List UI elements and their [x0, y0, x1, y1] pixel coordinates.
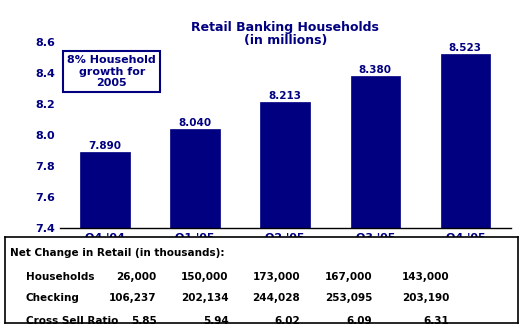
Text: 5.94: 5.94	[203, 317, 228, 325]
Bar	[441, 54, 490, 325]
Text: (in millions): (in millions)	[243, 34, 327, 47]
Text: 253,095: 253,095	[325, 293, 372, 303]
Text: 8.523: 8.523	[449, 43, 482, 53]
Text: 8.040: 8.040	[179, 118, 212, 128]
Text: 26,000: 26,000	[116, 272, 157, 282]
Text: Net Change in Retail (in thousands):: Net Change in Retail (in thousands):	[10, 248, 225, 258]
Text: Retail Banking Households: Retail Banking Households	[191, 21, 379, 34]
Text: 8.213: 8.213	[269, 91, 302, 101]
Text: 203,190: 203,190	[402, 293, 449, 303]
Bar	[80, 152, 130, 325]
Bar	[260, 102, 310, 325]
Bar	[351, 76, 400, 325]
Bar	[170, 129, 220, 325]
Text: 6.02: 6.02	[275, 317, 300, 325]
Text: 167,000: 167,000	[325, 272, 372, 282]
Text: 7.890: 7.890	[89, 141, 122, 151]
Text: 5.85: 5.85	[131, 317, 157, 325]
Text: Cross Sell Ratio: Cross Sell Ratio	[26, 317, 118, 325]
Text: 150,000: 150,000	[181, 272, 228, 282]
Text: Checking: Checking	[26, 293, 80, 303]
Text: 202,134: 202,134	[181, 293, 228, 303]
Text: 6.31: 6.31	[424, 317, 449, 325]
Text: 8.380: 8.380	[359, 65, 392, 75]
Text: 6.09: 6.09	[346, 317, 372, 325]
Text: 106,237: 106,237	[109, 293, 157, 303]
Text: Households: Households	[26, 272, 94, 282]
Text: 244,028: 244,028	[253, 293, 300, 303]
Text: 173,000: 173,000	[253, 272, 300, 282]
Text: 143,000: 143,000	[402, 272, 449, 282]
Text: 8% Household
growth for
2005: 8% Household growth for 2005	[67, 55, 156, 88]
